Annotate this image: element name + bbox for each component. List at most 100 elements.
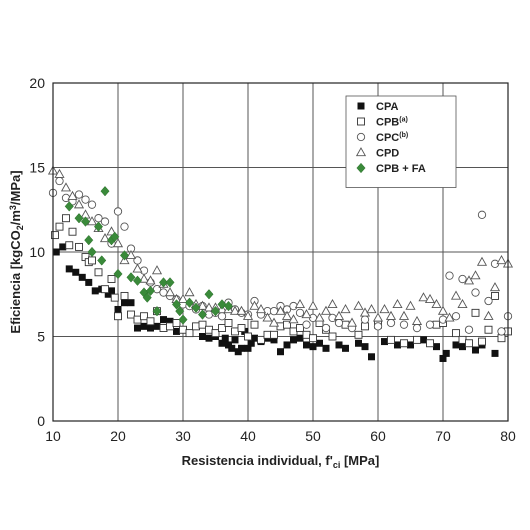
data-point (405, 300, 416, 310)
data-point (110, 231, 120, 242)
data-point (476, 256, 488, 266)
data-point (335, 341, 343, 349)
data-point (353, 300, 364, 310)
series-cpb (51, 214, 512, 348)
data-point (100, 217, 110, 226)
data-point (301, 309, 312, 319)
data-point (366, 304, 377, 314)
data-point (322, 344, 330, 352)
data-point (177, 293, 189, 303)
data-point (140, 322, 148, 330)
x-axis-label-unit: [MPa] (340, 453, 379, 468)
data-point (445, 271, 454, 280)
data-point (173, 327, 180, 335)
data-point (255, 304, 267, 314)
data-point (437, 305, 449, 315)
legend-marker (356, 132, 366, 142)
data-point (288, 314, 299, 324)
data-point (497, 327, 506, 336)
data-point (75, 242, 83, 251)
data-point (340, 304, 351, 314)
data-point (342, 344, 349, 352)
data-point (373, 322, 383, 331)
data-point (224, 319, 233, 327)
x-axis-label-main: Resistencia individual, f' (182, 453, 333, 468)
data-point (59, 243, 67, 251)
data-point (361, 343, 369, 351)
data-point (205, 334, 213, 342)
data-point (295, 308, 305, 317)
data-point (73, 199, 85, 209)
data-point (85, 278, 93, 286)
data-point (99, 233, 111, 243)
data-point (451, 312, 461, 321)
data-point (354, 330, 363, 339)
data-point (439, 354, 447, 362)
data-point (134, 324, 141, 332)
data-point (242, 310, 254, 320)
data-point (72, 268, 80, 276)
data-point (198, 320, 207, 329)
data-point (386, 318, 396, 328)
data-point (268, 317, 280, 327)
data-point (385, 310, 397, 320)
data-point (237, 324, 246, 332)
x-tick-label: 30 (175, 428, 191, 444)
data-point (424, 293, 436, 303)
data-point (119, 250, 130, 261)
data-point (392, 298, 403, 309)
data-point (247, 339, 255, 347)
y-tick-label: 15 (29, 160, 45, 176)
data-point (489, 282, 501, 292)
data-point (108, 287, 115, 295)
x-tick-label: 20 (110, 428, 126, 444)
data-point (471, 288, 480, 297)
data-point (334, 318, 344, 328)
data-point (60, 182, 72, 192)
data-point (203, 302, 215, 312)
data-point (491, 291, 499, 300)
data-point (277, 348, 284, 356)
data-point (165, 277, 175, 288)
data-point (431, 298, 442, 309)
data-point (51, 231, 59, 240)
y-axis-label-main: Eficiencia [kgCO (8, 230, 23, 333)
data-point (257, 335, 265, 344)
data-point (132, 275, 143, 286)
data-point (316, 339, 323, 347)
data-point (93, 221, 104, 232)
data-point (250, 320, 259, 329)
y-tick-label: 10 (29, 244, 45, 260)
data-point (361, 322, 369, 331)
data-point (223, 300, 234, 312)
series-cpb-fa (64, 185, 234, 325)
data-point (379, 304, 390, 314)
data-point (372, 312, 384, 322)
data-point (355, 339, 362, 347)
data-point (472, 346, 479, 354)
data-point (346, 317, 358, 327)
data-point (394, 341, 401, 349)
data-point (381, 338, 388, 346)
data-point (399, 320, 409, 329)
data-point (236, 305, 247, 315)
data-point (54, 168, 65, 178)
data-point (52, 248, 60, 256)
data-point (321, 323, 331, 333)
axis-ticks: 10 20 30 40 50 60 70 80 0 5 10 15 20 (29, 75, 516, 444)
data-point (114, 305, 122, 313)
data-point (387, 335, 395, 344)
data-point (238, 344, 245, 352)
data-point (78, 273, 86, 281)
data-point (192, 322, 200, 331)
data-point (146, 317, 155, 326)
data-point (407, 341, 414, 349)
data-point (302, 320, 311, 329)
y-axis-label-end: /MPa] (8, 170, 23, 205)
data-point (166, 322, 174, 331)
data-point (126, 272, 136, 283)
data-point (120, 291, 129, 300)
legend-label: CPB + FA (376, 163, 426, 175)
data-point (327, 298, 338, 309)
